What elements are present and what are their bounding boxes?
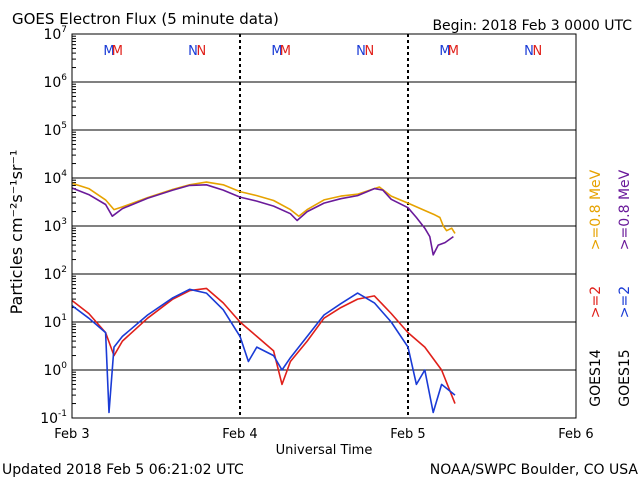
begin-label: Begin: 2018 Feb 3 0000 UTC: [432, 18, 632, 34]
y-tick-label: 101: [43, 313, 67, 331]
legend-entry: >=0.8 MeV: [617, 169, 633, 250]
y-tick-label: 107: [43, 25, 67, 43]
x-tick-label: Feb 6: [558, 427, 593, 442]
local-time-marker: N: [364, 44, 374, 59]
x-tick-labels: Feb 3 Feb 4 Feb 5 Feb 6: [54, 427, 593, 442]
local-time-marker: M: [280, 44, 291, 59]
x-tick-label: Feb 3: [54, 427, 89, 442]
x-axis-label: Universal Time: [276, 443, 373, 458]
y-tick-label: 100: [43, 361, 67, 379]
legend-entry: >=0.8 MeV: [588, 169, 604, 250]
x-tick-label: Feb 5: [390, 427, 425, 442]
legend-entry: >=2: [617, 286, 633, 318]
local-time-marker: M: [112, 44, 123, 59]
legend: >=0.8 MeV >=0.8 MeV >=2 >=2 GOES14 GOES15: [588, 169, 633, 406]
updated-timestamp: Updated 2018 Feb 5 06:21:02 UTC: [2, 462, 244, 478]
local-time-markers: MM NN MM NN MM NN: [103, 44, 542, 59]
local-time-marker: M: [103, 44, 114, 59]
y-tick-label: 105: [43, 121, 67, 139]
local-time-marker: M: [448, 44, 459, 59]
chart-title: GOES Electron Flux (5 minute data): [12, 10, 279, 28]
series-line: [71, 288, 456, 414]
y-tick-label: 10-1: [40, 409, 67, 427]
y-tick-labels: 10-1 100 101 102 103 104 105 106 107: [40, 25, 67, 427]
legend-entry: >=2: [588, 286, 604, 318]
y-axis-label: Particles cm⁻²s⁻¹sr⁻¹: [7, 150, 26, 315]
y-tick-label: 103: [43, 217, 67, 235]
plot-area: [71, 33, 577, 419]
series-line: [71, 287, 456, 404]
local-time-marker: N: [356, 44, 366, 59]
series-group: [71, 181, 456, 414]
y-tick-label: 106: [43, 73, 67, 91]
local-time-marker: M: [439, 44, 450, 59]
y-tick-label: 104: [43, 169, 67, 187]
local-time-marker: M: [271, 44, 282, 59]
local-time-marker: N: [188, 44, 198, 59]
legend-entry: GOES14: [588, 349, 604, 407]
gridlines: [72, 35, 576, 405]
day-dividers: [239, 34, 409, 418]
credit-label: NOAA/SWPC Boulder, CO USA: [430, 462, 639, 478]
legend-entry: GOES15: [617, 349, 633, 406]
y-tick-label: 102: [43, 265, 67, 283]
local-time-marker: N: [196, 44, 206, 59]
local-time-marker: N: [532, 44, 542, 59]
x-tick-label: Feb 4: [222, 427, 257, 442]
series-line: [71, 184, 454, 256]
local-time-marker: N: [524, 44, 534, 59]
